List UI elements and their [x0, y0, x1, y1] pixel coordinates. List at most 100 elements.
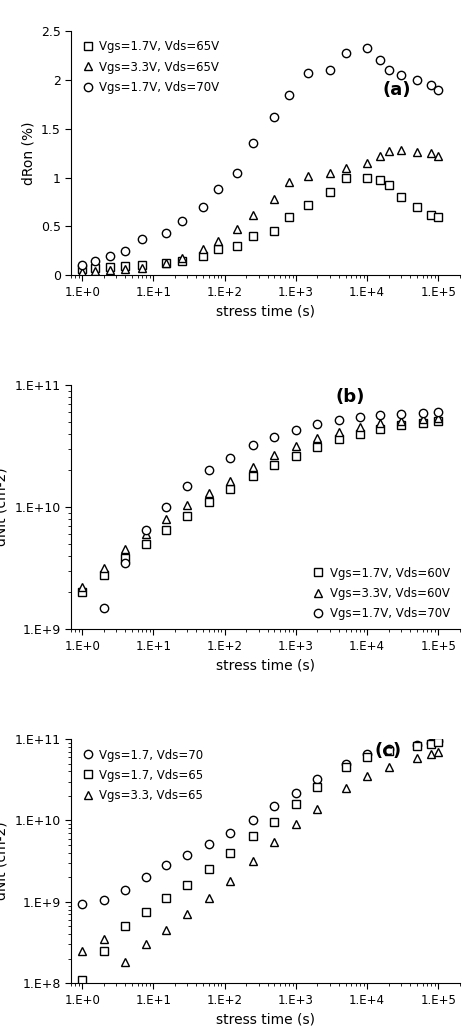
Vgs=3.3V, Vds=65V [79, 266, 85, 278]
Vgs=1.7, Vds=70 [250, 815, 256, 827]
Vgs=1.7, Vds=65 [79, 974, 85, 986]
Vgs=1.7V, Vds=70V [144, 524, 149, 536]
Vgs=1.7V, Vds=70V [286, 88, 292, 100]
Vgs=1.7V, Vds=65V [428, 208, 434, 220]
Vgs=1.7, Vds=70 [163, 859, 169, 871]
Vgs=1.7, Vds=70 [428, 737, 434, 749]
Vgs=1.7V, Vds=65V [179, 255, 184, 267]
Vgs=1.7V, Vds=65V [201, 249, 206, 262]
Vgs=1.7V, Vds=70V [343, 47, 348, 59]
Vgs=1.7V, Vds=70V [377, 409, 383, 421]
Vgs=1.7, Vds=65 [122, 920, 128, 933]
Vgs=1.7, Vds=65 [184, 879, 190, 891]
Vgs=1.7V, Vds=65V [108, 261, 113, 273]
Vgs=1.7V, Vds=60V [293, 450, 299, 463]
Vgs=3.3, Vds=65 [184, 909, 190, 921]
Vgs=1.7, Vds=65 [414, 739, 420, 751]
Vgs=1.7, Vds=70 [414, 739, 420, 751]
Vgs=1.7V, Vds=65V [215, 242, 220, 255]
Vgs=1.7V, Vds=70V [201, 201, 206, 213]
Vgs=3.3, Vds=65 [343, 781, 348, 794]
Vgs=1.7, Vds=70 [228, 827, 233, 839]
Line: Vgs=1.7V, Vds=70V: Vgs=1.7V, Vds=70V [78, 408, 443, 670]
Line: Vgs=1.7V, Vds=65V: Vgs=1.7V, Vds=65V [78, 174, 443, 273]
Vgs=3.3V, Vds=65V [201, 242, 206, 255]
Vgs=3.3V, Vds=60V [436, 412, 441, 424]
Vgs=3.3V, Vds=60V [250, 461, 256, 473]
Vgs=1.7, Vds=65 [272, 816, 277, 828]
X-axis label: stress time (s): stress time (s) [216, 1012, 315, 1027]
Vgs=1.7V, Vds=60V [163, 524, 169, 536]
Vgs=1.7V, Vds=65V [163, 258, 169, 270]
Vgs=1.7V, Vds=60V [144, 538, 149, 551]
Vgs=3.3V, Vds=65V [234, 224, 240, 236]
Vgs=1.7V, Vds=60V [398, 419, 404, 432]
Vgs=1.7V, Vds=60V [419, 417, 425, 430]
Vgs=1.7, Vds=65 [163, 892, 169, 905]
Vgs=1.7V, Vds=70V [163, 227, 169, 239]
Vgs=1.7V, Vds=60V [184, 509, 190, 522]
Vgs=1.7V, Vds=60V [357, 427, 363, 440]
Vgs=1.7V, Vds=70V [228, 451, 233, 464]
Vgs=1.7, Vds=70 [386, 743, 392, 756]
Vgs=3.3, Vds=65 [250, 855, 256, 867]
Vgs=1.7V, Vds=70V [215, 183, 220, 196]
Vgs=1.7V, Vds=70V [250, 138, 256, 150]
Vgs=3.3, Vds=65 [293, 818, 299, 830]
Vgs=1.7V, Vds=60V [79, 586, 85, 598]
Vgs=3.3, Vds=65 [314, 802, 320, 815]
Vgs=3.3, Vds=65 [101, 933, 107, 945]
Vgs=3.3, Vds=65 [122, 956, 128, 969]
Vgs=1.7V, Vds=65V [327, 186, 333, 199]
Vgs=1.7, Vds=65 [436, 736, 441, 748]
Vgs=1.7V, Vds=70V [179, 215, 184, 228]
Vgs=1.7V, Vds=60V [272, 460, 277, 472]
Vgs=1.7V, Vds=70V [327, 64, 333, 77]
Vgs=3.3, Vds=65 [414, 752, 420, 765]
Vgs=1.7V, Vds=70V [306, 67, 311, 80]
Vgs=3.3V, Vds=60V [122, 543, 128, 556]
Vgs=1.7, Vds=70 [101, 894, 107, 907]
Vgs=1.7V, Vds=70V [436, 84, 441, 96]
Vgs=1.7V, Vds=60V [206, 496, 212, 508]
Vgs=1.7V, Vds=65V [414, 201, 420, 213]
Vgs=1.7V, Vds=65V [436, 210, 441, 223]
Vgs=3.3, Vds=65 [228, 875, 233, 887]
Vgs=3.3, Vds=65 [428, 748, 434, 761]
Vgs=3.3, Vds=65 [206, 892, 212, 905]
Vgs=1.7V, Vds=70V [163, 501, 169, 513]
Vgs=1.7, Vds=65 [343, 761, 348, 773]
Vgs=1.7, Vds=65 [101, 945, 107, 957]
Vgs=1.7V, Vds=70V [92, 255, 98, 267]
Legend: Vgs=1.7V, Vds=65V, Vgs=3.3V, Vds=65V, Vgs=1.7V, Vds=70V: Vgs=1.7V, Vds=65V, Vgs=3.3V, Vds=65V, Vg… [77, 37, 223, 97]
Vgs=1.7V, Vds=70V [184, 479, 190, 492]
Vgs=1.7V, Vds=65V [122, 260, 128, 272]
Vgs=3.3V, Vds=60V [272, 449, 277, 462]
Vgs=1.7V, Vds=60V [250, 470, 256, 482]
Vgs=1.7V, Vds=70V [272, 431, 277, 443]
Vgs=1.7V, Vds=70V [79, 259, 85, 271]
Vgs=3.3V, Vds=60V [228, 474, 233, 486]
Vgs=1.7, Vds=65 [144, 906, 149, 918]
Vgs=3.3V, Vds=65V [386, 145, 392, 157]
Vgs=1.7V, Vds=70V [101, 601, 107, 614]
Y-axis label: dNit (cm-2): dNit (cm-2) [0, 822, 9, 900]
Line: Vgs=3.3V, Vds=65V: Vgs=3.3V, Vds=65V [78, 146, 443, 276]
Vgs=3.3, Vds=65 [272, 835, 277, 848]
Vgs=3.3V, Vds=65V [364, 156, 370, 169]
Vgs=1.7V, Vds=70V [398, 408, 404, 420]
Vgs=1.7V, Vds=65V [306, 199, 311, 211]
Line: Vgs=3.3, Vds=65: Vgs=3.3, Vds=65 [78, 747, 443, 967]
Vgs=3.3, Vds=65 [79, 945, 85, 957]
Vgs=3.3V, Vds=65V [139, 262, 145, 274]
Text: (a): (a) [382, 81, 410, 98]
Vgs=1.7V, Vds=70V [108, 249, 113, 262]
Vgs=1.7, Vds=70 [293, 787, 299, 799]
Vgs=3.3V, Vds=65V [398, 144, 404, 156]
Vgs=1.7V, Vds=65V [364, 172, 370, 184]
Vgs=1.7V, Vds=70V [357, 411, 363, 423]
Vgs=1.7, Vds=70 [364, 748, 370, 761]
Vgs=1.7, Vds=65 [293, 798, 299, 810]
Vgs=3.3, Vds=65 [436, 745, 441, 758]
Line: Vgs=3.3V, Vds=60V: Vgs=3.3V, Vds=60V [78, 414, 443, 592]
